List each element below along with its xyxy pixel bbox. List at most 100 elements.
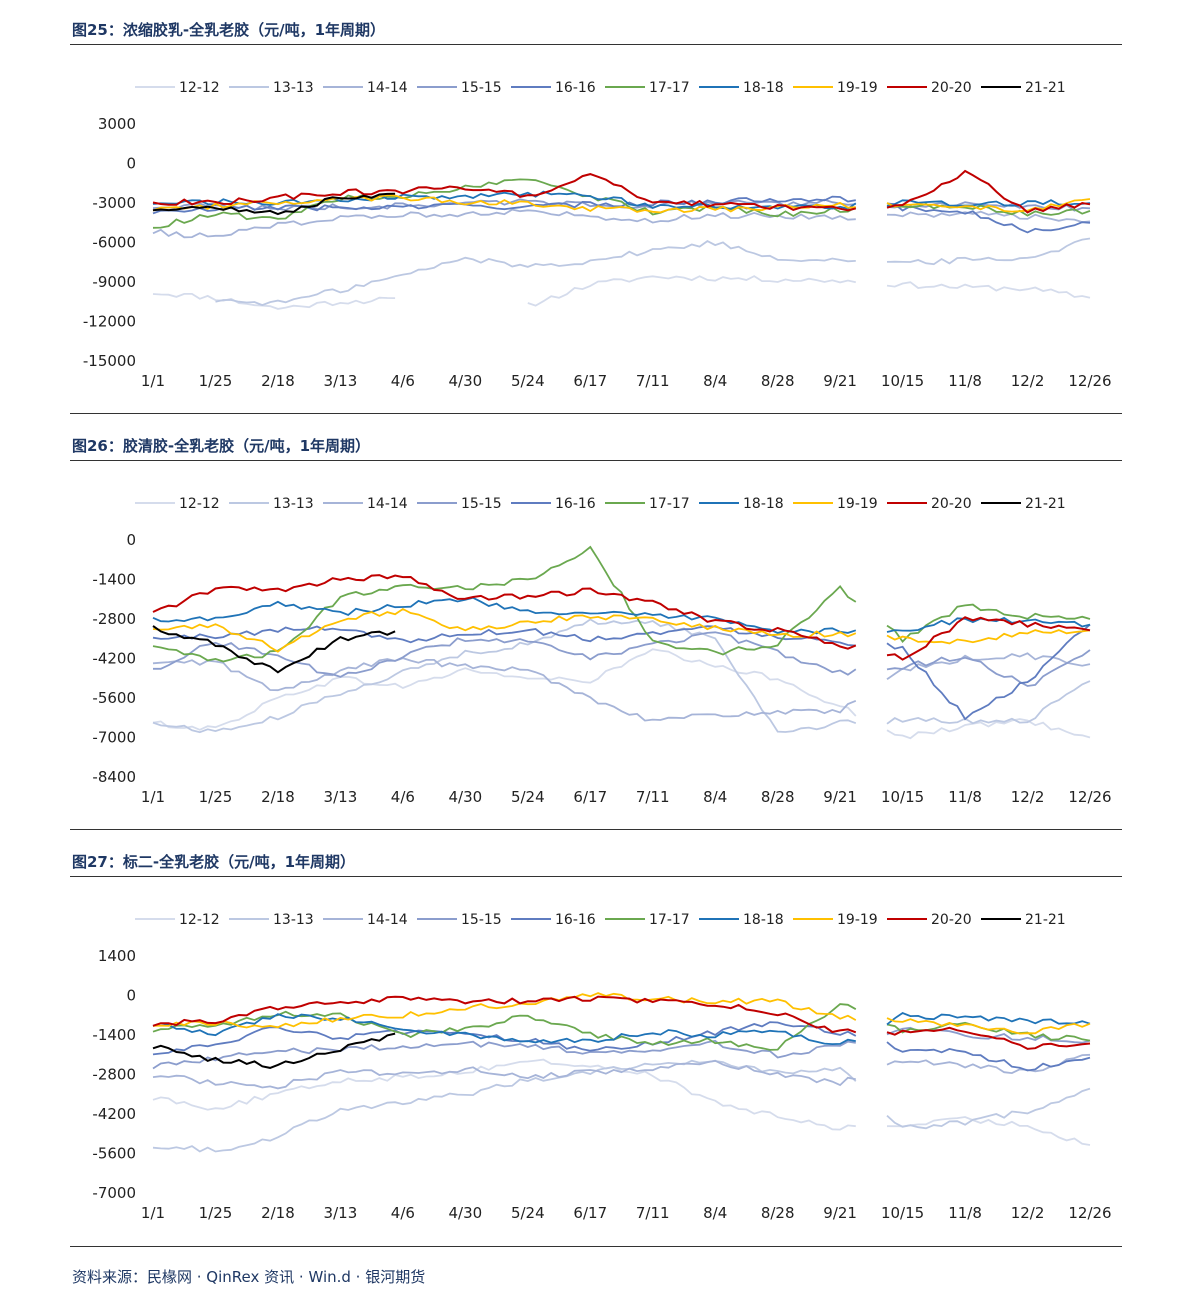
x-tick-label: 1/25 — [199, 372, 233, 390]
x-tick-label: 2/18 — [261, 1204, 295, 1222]
section-rule — [70, 413, 1122, 414]
series-16-16 — [152, 623, 1091, 721]
legend-label: 17-17 — [649, 496, 690, 512]
series-line-13-13 — [215, 240, 856, 307]
series-line-13-13 — [886, 680, 1091, 725]
series-line-14-14 — [886, 652, 1091, 681]
series-21-21 — [152, 1032, 396, 1069]
x-tick-label: 12/2 — [1011, 788, 1045, 806]
legend-item-14-14: 14-14 — [323, 80, 408, 96]
legend-label: 16-16 — [555, 496, 596, 512]
legend-label: 13-13 — [273, 912, 314, 928]
y-tick-label: -4200 — [92, 1105, 136, 1123]
legend-item-16-16: 16-16 — [511, 912, 596, 928]
y-tick-label: -4200 — [92, 650, 136, 668]
x-tick-label: 10/15 — [881, 788, 924, 806]
series-line-13-13 — [886, 1087, 1091, 1130]
y-tick-label: -5600 — [92, 689, 136, 707]
legend-label: 20-20 — [931, 80, 972, 96]
legend-label: 20-20 — [931, 496, 972, 512]
legend-item-13-13: 13-13 — [229, 80, 314, 96]
legend-label: 15-15 — [461, 80, 502, 96]
series-line-20-20 — [886, 616, 1091, 661]
x-tick-label: 1/1 — [141, 372, 165, 390]
legend-item-21-21: 21-21 — [981, 496, 1066, 512]
x-tick-label: 11/8 — [948, 372, 982, 390]
x-tick-label: 12/2 — [1011, 1204, 1045, 1222]
legend-item-15-15: 15-15 — [417, 496, 502, 512]
legend-label: 19-19 — [837, 912, 878, 928]
legend-label: 14-14 — [367, 80, 408, 96]
x-tick-label: 7/11 — [636, 372, 670, 390]
series-13-13 — [215, 237, 1091, 307]
legend-item-18-18: 18-18 — [699, 912, 784, 928]
series-20-20 — [152, 169, 1091, 214]
x-tick-label: 4/30 — [448, 788, 482, 806]
legend-label: 21-21 — [1025, 80, 1066, 96]
x-tick-label: 6/17 — [573, 788, 607, 806]
series-line-18-18 — [886, 1011, 1091, 1026]
y-tick-label: -8400 — [92, 768, 136, 786]
y-tick-label: -1400 — [92, 1026, 136, 1044]
series-line-15-15 — [152, 1039, 856, 1070]
series-line-20-20 — [152, 995, 857, 1034]
x-tick-label: 8/28 — [761, 1204, 795, 1222]
legend-label: 13-13 — [273, 80, 314, 96]
series-line-17-17 — [886, 202, 1091, 217]
series-line-16-16 — [886, 202, 1091, 234]
legend-item-21-21: 21-21 — [981, 912, 1066, 928]
title-rule — [70, 460, 1122, 461]
series-line-14-14 — [152, 657, 857, 722]
series-line-12-12 — [886, 718, 1091, 740]
series-line-16-16 — [152, 195, 856, 215]
legend-label: 18-18 — [743, 912, 784, 928]
series-line-13-13 — [152, 618, 857, 734]
series-12-12 — [152, 1058, 1091, 1146]
legend-item-16-16: 16-16 — [511, 80, 596, 96]
x-tick-label: 1/1 — [141, 788, 165, 806]
legend-item-18-18: 18-18 — [699, 496, 784, 512]
legend-label: 17-17 — [649, 912, 690, 928]
legend-label: 14-14 — [367, 912, 408, 928]
series-13-13 — [152, 618, 1091, 734]
series-18-18 — [152, 1011, 1091, 1046]
y-tick-label: 0 — [126, 987, 136, 1005]
legend-label: 15-15 — [461, 912, 502, 928]
series-line-21-21 — [152, 1032, 396, 1069]
legend-label: 12-12 — [179, 912, 220, 928]
series-line-21-21 — [152, 625, 396, 674]
series-line-20-20 — [886, 169, 1091, 214]
series-line-13-13 — [886, 237, 1091, 266]
legend-item-19-19: 19-19 — [793, 80, 878, 96]
x-tick-label: 12/26 — [1068, 788, 1111, 806]
legend-item-17-17: 17-17 — [605, 80, 690, 96]
y-tick-label: -5600 — [92, 1145, 136, 1163]
y-tick-label: -9000 — [92, 273, 136, 291]
series-13-13 — [152, 1059, 1091, 1153]
series-12-12 — [152, 648, 1091, 740]
x-tick-label: 12/26 — [1068, 1204, 1111, 1222]
x-tick-label: 4/30 — [448, 1204, 482, 1222]
series-19-19 — [152, 992, 1091, 1035]
x-tick-label: 5/24 — [511, 1204, 545, 1222]
x-tick-label: 4/6 — [391, 1204, 415, 1222]
series-line-12-12 — [527, 275, 856, 307]
series-line-14-14 — [886, 210, 1091, 224]
series-line-20-20 — [886, 1026, 1091, 1050]
x-tick-label: 8/4 — [703, 788, 727, 806]
legend-item-20-20: 20-20 — [887, 80, 972, 96]
x-tick-label: 10/15 — [881, 372, 924, 390]
legend-item-19-19: 19-19 — [793, 496, 878, 512]
legend-item-16-16: 16-16 — [511, 496, 596, 512]
y-tick-label: 1400 — [98, 947, 136, 965]
section-rule — [70, 829, 1122, 830]
series-18-18 — [152, 190, 1091, 210]
chart-title-fig25: 图25：浓缩胶乳-全乳老胶（元/吨，1年周期） — [72, 21, 386, 39]
series-line-21-21 — [152, 192, 396, 216]
series-line-12-12 — [152, 648, 857, 731]
series-line-15-15 — [886, 649, 1091, 687]
y-tick-label: -7000 — [92, 729, 136, 747]
y-tick-label: -6000 — [92, 234, 136, 252]
series-line-20-20 — [152, 173, 857, 212]
legend-item-21-21: 21-21 — [981, 80, 1066, 96]
